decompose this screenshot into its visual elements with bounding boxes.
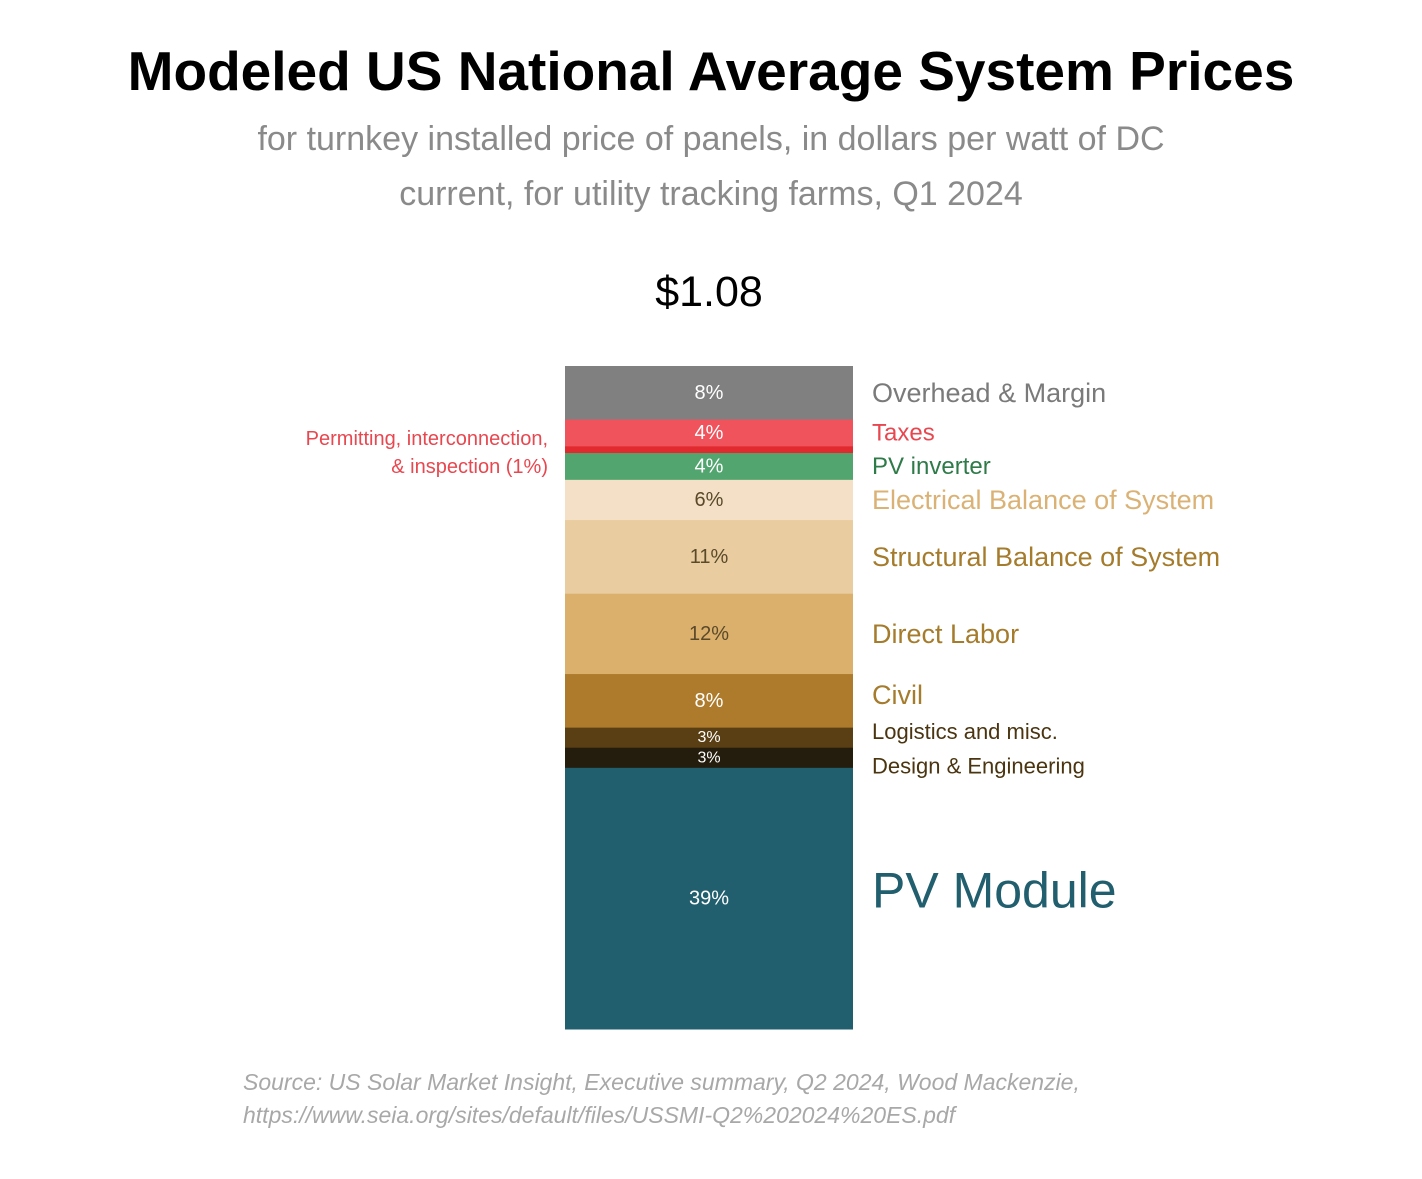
category-label-direct-labor: Direct Labor [872,619,1019,649]
category-label-structural-balance-of-system: Structural Balance of System [872,542,1220,572]
bar-segment-electrical-balance-of-system [565,479,853,521]
bar-segment-logistics-and-misc [565,727,853,749]
category-label-pv-module: PV Module [872,862,1117,918]
bar-segment-direct-labor [565,593,853,675]
bar-segment-pv-inverter [565,453,853,481]
value-label-pv-inverter: 4% [695,455,724,477]
value-label-design-engineering: 3% [697,749,720,766]
source-note: Source: US Solar Market Insight, Executi… [243,1066,1243,1132]
total-price-label: $1.08 [655,268,763,316]
value-label-direct-labor: 12% [689,623,729,645]
value-label-civil: 8% [695,690,724,712]
category-label-taxes: Taxes [872,419,935,446]
source-line-2: https://www.seia.org/sites/default/files… [243,1102,956,1128]
value-label-logistics-and-misc: 3% [697,729,720,746]
bar-segment-overhead-margin [565,366,853,421]
category-label-permitting-interconnection-inspection-1: Permitting, interconnection, & inspection… [306,428,548,478]
value-label-structural-balance-of-system: 11% [690,546,729,568]
source-line-1: Source: US Solar Market Insight, Executi… [243,1069,1080,1095]
value-label-pv-module: 39% [689,887,729,909]
category-label-pv-inverter: PV inverter [872,453,991,480]
chart-title: Modeled US National Average System Price… [127,40,1295,102]
category-label-overhead-margin: Overhead & Margin [872,378,1106,408]
category-label-civil: Civil [872,680,923,710]
chart-subtitle: for turnkey installed price of panels, i… [257,120,1165,213]
bar-segment-pv-module [565,767,853,1030]
bar-segment-permitting-interconnection-inspection-1 [565,446,853,454]
category-label-logistics-and-misc: Logistics and misc. [872,719,1058,744]
value-label-electrical-balance-of-system: 6% [695,489,724,511]
bar-segment-design-engineering [565,747,853,769]
bar-segment-civil [565,674,853,729]
category-label-design-engineering: Design & Engineering [872,753,1085,778]
bar-segment-structural-balance-of-system [565,520,853,595]
value-label-taxes: 4% [695,422,724,444]
value-label-overhead-margin: 8% [695,382,724,404]
category-label-electrical-balance-of-system: Electrical Balance of System [872,485,1214,515]
bar-segment-taxes [565,419,853,447]
